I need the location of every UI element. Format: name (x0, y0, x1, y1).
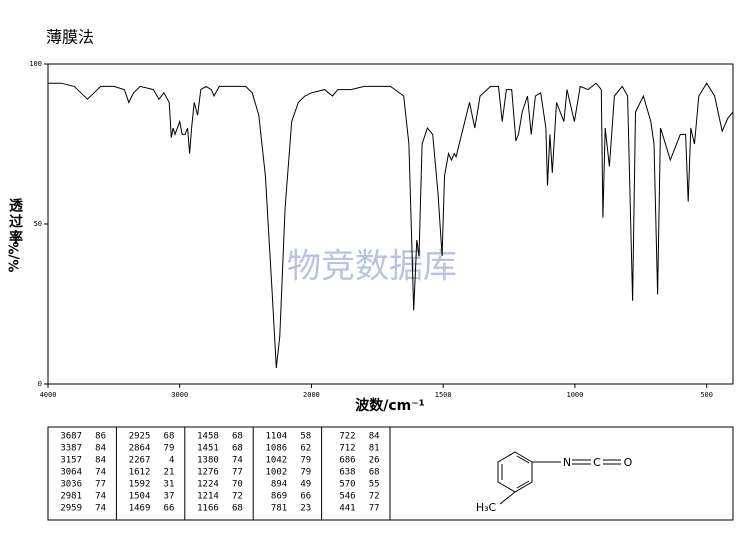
atom: N (563, 456, 571, 469)
peak-wavenumber: 2925 (129, 432, 151, 442)
peak-transmittance: 79 (164, 444, 175, 454)
peak-wavenumber: 570 (339, 480, 355, 490)
peak-transmittance: 74 (232, 456, 243, 466)
peak-wavenumber: 638 (339, 468, 355, 478)
y-tick-label: 100 (29, 60, 42, 68)
peak-wavenumber: 3687 (60, 432, 82, 442)
peak-transmittance: 68 (232, 444, 243, 454)
peak-wavenumber: 3064 (60, 468, 82, 478)
x-label: 波数/cm⁻¹ (355, 397, 425, 414)
x-tick-label: 2000 (303, 391, 320, 399)
peak-wavenumber: 1042 (266, 456, 288, 466)
peak-transmittance: 26 (369, 456, 380, 466)
atom: H₃C (476, 501, 497, 514)
bond (499, 491, 516, 505)
peak-wavenumber: 894 (271, 480, 287, 490)
peak-transmittance: 72 (232, 492, 243, 502)
peak-wavenumber: 1504 (129, 492, 151, 502)
title: 薄膜法 (46, 28, 94, 47)
peak-wavenumber: 2981 (60, 492, 82, 502)
peak-transmittance: 84 (369, 432, 380, 442)
peak-transmittance: 21 (164, 468, 175, 478)
peak-wavenumber: 686 (339, 456, 355, 466)
peak-wavenumber: 712 (339, 444, 355, 454)
peak-transmittance: 81 (369, 444, 380, 454)
peak-wavenumber: 546 (339, 492, 355, 502)
peak-wavenumber: 1166 (197, 504, 219, 514)
peak-transmittance: 49 (300, 480, 311, 490)
peak-transmittance: 58 (300, 432, 311, 442)
peak-transmittance: 84 (95, 444, 106, 454)
peak-wavenumber: 3036 (60, 480, 82, 490)
peak-transmittance: 68 (232, 432, 243, 442)
peak-wavenumber: 1276 (197, 468, 219, 478)
x-tick-label: 1000 (566, 391, 583, 399)
peak-transmittance: 66 (300, 492, 311, 502)
peak-wavenumber: 1451 (197, 444, 219, 454)
peak-transmittance: 77 (95, 480, 106, 490)
peak-wavenumber: 3387 (60, 444, 82, 454)
y-tick-label: 50 (34, 220, 42, 228)
peak-wavenumber: 1380 (197, 456, 219, 466)
peak-wavenumber: 1469 (129, 504, 151, 514)
peak-wavenumber: 1086 (266, 444, 288, 454)
peak-transmittance: 68 (369, 468, 380, 478)
peak-wavenumber: 1214 (197, 492, 219, 502)
y-unit: %/% (8, 242, 23, 273)
peak-wavenumber: 869 (271, 492, 287, 502)
peak-wavenumber: 2267 (129, 456, 151, 466)
ring-bond (516, 480, 530, 489)
peak-transmittance: 68 (164, 432, 175, 442)
peak-transmittance: 79 (300, 456, 311, 466)
peak-wavenumber: 1612 (129, 468, 151, 478)
peak-wavenumber: 1458 (197, 432, 219, 442)
peak-wavenumber: 2864 (129, 444, 151, 454)
peak-wavenumber: 722 (339, 432, 355, 442)
ring (497, 451, 533, 493)
x-tick-label: 500 (700, 391, 713, 399)
peak-transmittance: 72 (369, 492, 380, 502)
peak-wavenumber: 781 (271, 504, 287, 514)
atom: O (624, 456, 633, 469)
peak-transmittance: 77 (232, 468, 243, 478)
peak-wavenumber: 1104 (266, 432, 288, 442)
peak-transmittance: 31 (164, 480, 175, 490)
watermark: 物竞数据库 (287, 247, 457, 287)
peak-transmittance: 74 (95, 504, 106, 514)
peak-transmittance: 37 (164, 492, 175, 502)
peak-transmittance: 4 (169, 456, 174, 466)
ring-bond (516, 455, 530, 464)
peak-transmittance: 74 (95, 468, 106, 478)
x-tick-label: 4000 (40, 391, 57, 399)
peak-wavenumber: 1002 (266, 468, 288, 478)
peak-wavenumber: 1592 (129, 480, 151, 490)
peak-transmittance: 70 (232, 480, 243, 490)
peak-wavenumber: 2959 (60, 504, 82, 514)
y-tick-label: 0 (38, 380, 42, 388)
peak-transmittance: 77 (369, 504, 380, 514)
peak-wavenumber: 441 (339, 504, 355, 514)
peak-transmittance: 55 (369, 480, 380, 490)
structure (497, 451, 621, 505)
peak-wavenumber: 3157 (60, 456, 82, 466)
peak-transmittance: 23 (300, 504, 311, 514)
atom: C (593, 456, 601, 469)
peak-transmittance: 84 (95, 456, 106, 466)
peak-wavenumber: 1224 (197, 480, 219, 490)
peak-transmittance: 86 (95, 432, 106, 442)
peak-transmittance: 68 (232, 504, 243, 514)
x-tick-label: 3000 (171, 391, 188, 399)
spectrum-line (48, 82, 734, 369)
peak-transmittance: 62 (300, 444, 311, 454)
x-tick-label: 1500 (435, 391, 452, 399)
y-label: 透过率 (7, 198, 23, 246)
peak-transmittance: 79 (300, 468, 311, 478)
peak-transmittance: 74 (95, 492, 106, 502)
peak-transmittance: 66 (164, 504, 175, 514)
